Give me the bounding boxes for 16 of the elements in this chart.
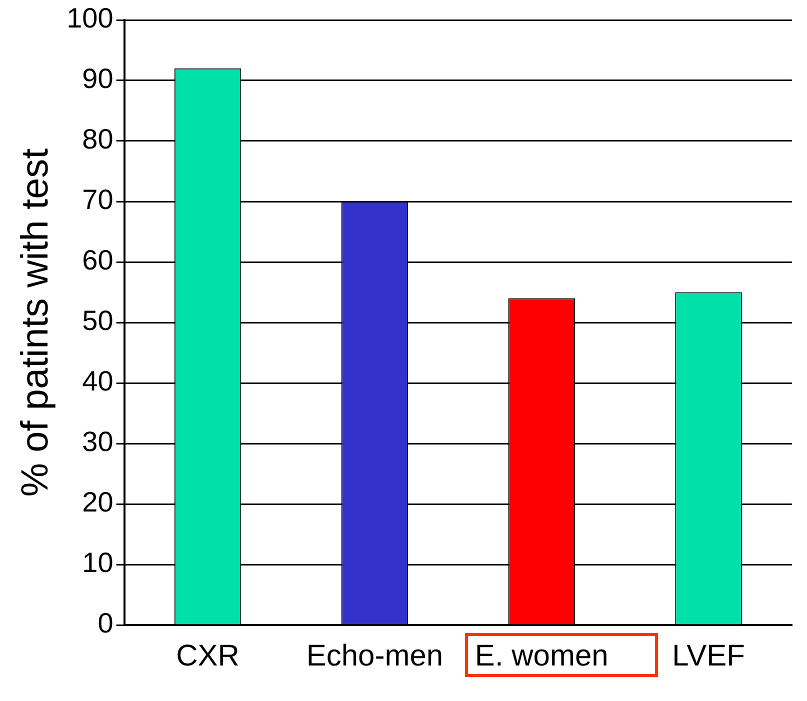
y-tick-label: 50 bbox=[82, 305, 114, 336]
y-tick-label: 20 bbox=[82, 486, 114, 518]
x-tick-label: Echo-men bbox=[306, 639, 444, 672]
y-tick-label: 70 bbox=[82, 184, 114, 216]
y-tick-label: 60 bbox=[82, 244, 114, 276]
y-tick-label: 100 bbox=[66, 2, 114, 34]
y-tick-label: 80 bbox=[82, 124, 114, 155]
x-tick-label: CXR bbox=[176, 639, 240, 672]
x-tick-label: LVEF bbox=[672, 639, 745, 672]
y-tick-label: 40 bbox=[82, 366, 114, 397]
y-tick-label: 10 bbox=[82, 547, 114, 578]
y-tick-label: 90 bbox=[82, 63, 114, 94]
y-tick-label: 0 bbox=[98, 608, 114, 639]
y-axis-title: % of patints with test bbox=[14, 148, 56, 497]
y-tick-label: 30 bbox=[82, 426, 114, 458]
x-tick-label: E. women bbox=[474, 639, 608, 672]
